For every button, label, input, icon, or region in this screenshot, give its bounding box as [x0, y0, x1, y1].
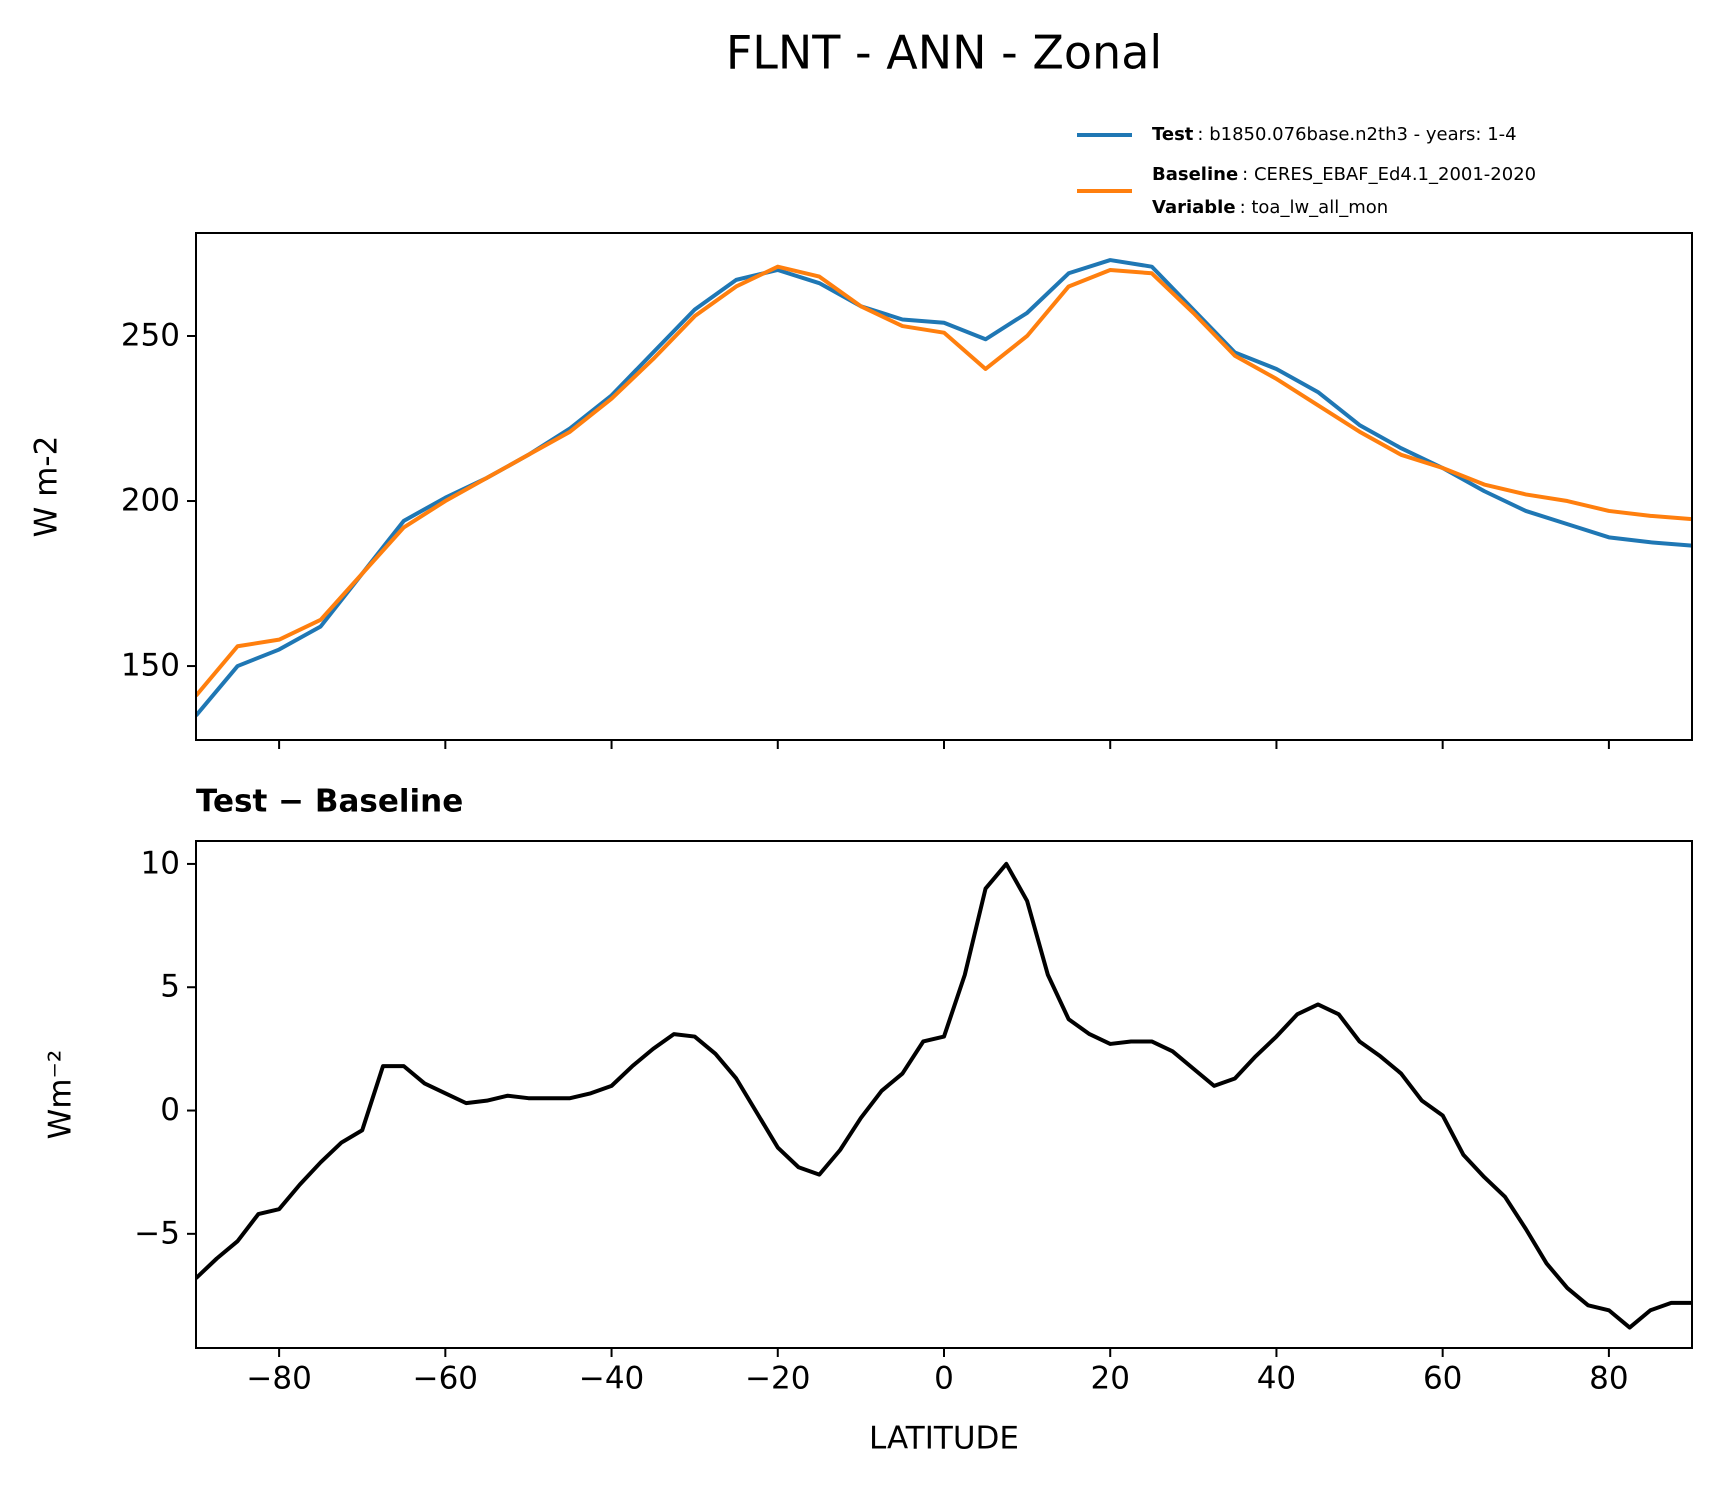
legend-label: Baseline: [1152, 164, 1238, 185]
legend-detail: : CERES_EBAF_Ed4.1_2001-2020: [1242, 164, 1536, 185]
y-axis-label: W m-2: [29, 436, 65, 538]
subplot-title: Test − Baseline: [196, 784, 463, 820]
y-tick-label: −5: [134, 1215, 180, 1251]
x-tick-label: 40: [1257, 1361, 1296, 1397]
x-tick-label: −20: [745, 1361, 810, 1397]
y-tick-label: 5: [160, 969, 180, 1005]
legend-detail: : b1850.076base.n2th3 - years: 1-4: [1197, 124, 1516, 145]
x-tick-label: −80: [246, 1361, 311, 1397]
data-line: [196, 861, 1692, 1330]
x-axis-label: LATITUDE: [869, 1421, 1019, 1457]
legend-label: Test: [1152, 124, 1194, 145]
legend-label: Variable: [1152, 197, 1236, 218]
x-tick-label: 60: [1423, 1361, 1462, 1397]
x-tick-label: 20: [1090, 1361, 1129, 1397]
legend-detail: : toa_lw_all_mon: [1240, 197, 1389, 218]
y-tick-label: 0: [160, 1092, 180, 1128]
x-tick-label: −60: [413, 1361, 478, 1397]
y-tick-label: 10: [141, 845, 180, 881]
y-tick-label: 200: [121, 483, 180, 519]
y-axis-label: Wm⁻²: [43, 1050, 79, 1140]
y-tick-label: 150: [121, 648, 180, 684]
figure-title: FLNT - ANN - Zonal: [726, 26, 1162, 80]
y-tick-label: 250: [121, 317, 180, 353]
x-tick-label: 0: [934, 1361, 954, 1397]
x-tick-label: −40: [579, 1361, 644, 1397]
data-line: [196, 264, 1692, 698]
x-tick-label: 80: [1589, 1361, 1628, 1397]
